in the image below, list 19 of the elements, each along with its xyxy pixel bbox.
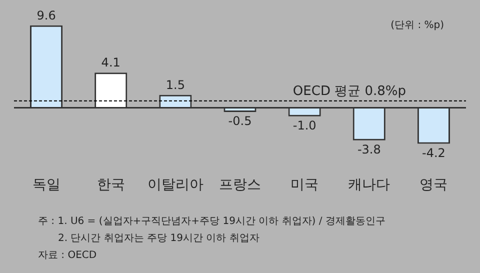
x-tick-label: 이탈리아 [147, 177, 204, 194]
x-tick-label: 독일 [32, 177, 60, 194]
x-tick-label: 프랑스 [219, 177, 261, 194]
annotation: (단위 : %p) [390, 19, 444, 32]
data-label: 1.5 [166, 78, 185, 92]
text: 2. 단시간 취업자는 주당 19시간 이하 취업자 [57, 232, 260, 246]
data-label: -4.2 [422, 146, 446, 160]
data-label: -3.8 [357, 142, 381, 156]
x-tick-label: 미국 [290, 177, 319, 194]
text: 주 : 1. U6 = (실업자+구직단념자+주당 19시간 이하 취업자) / 경제활동인구 [38, 215, 386, 229]
x-tick-label: 영국 [420, 177, 448, 194]
data-label: -1.0 [292, 118, 316, 132]
data-label: -0.5 [228, 114, 252, 128]
text: 자료 : OECD [38, 249, 98, 263]
x-tick-label: 캐나다 [348, 177, 390, 194]
ref-line-label: OECD 평균 0.8%p [292, 84, 406, 99]
data-label: 4.1 [101, 56, 120, 70]
x-tick-label: 한국 [96, 177, 125, 194]
data-label: 9.6 [36, 8, 56, 23]
